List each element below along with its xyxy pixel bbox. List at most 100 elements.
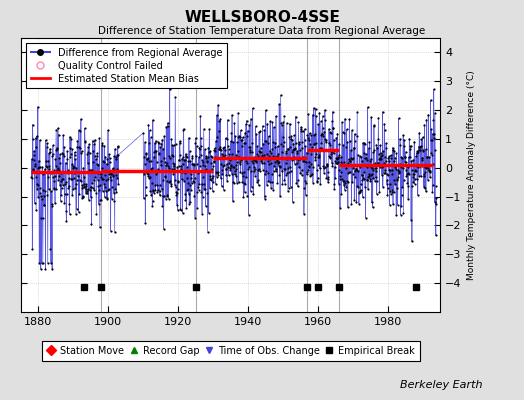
Point (86, 187, 94, 193)
Point (94, 161, 102, 168)
Point (77, 116, 85, 122)
Point (192, 168, 200, 175)
Point (406, 146, 414, 152)
Point (340, 178, 348, 184)
Point (421, 146, 430, 153)
Point (88, 180, 96, 186)
Point (356, 153, 364, 159)
Point (286, 184, 294, 190)
Point (369, 175, 378, 182)
Point (429, 117, 438, 123)
Point (235, 132, 243, 139)
Point (242, 174, 250, 180)
Point (155, 182, 163, 188)
Point (181, 157, 189, 163)
Point (68, 192, 77, 198)
Point (243, 192, 252, 199)
Point (73, 168, 82, 175)
Point (376, 155, 384, 161)
Point (56, 182, 64, 189)
Point (252, 159, 260, 165)
Point (31, 161, 39, 168)
Point (61, 169, 69, 176)
Point (192, 153, 200, 160)
Point (359, 140, 368, 146)
Point (353, 182, 362, 189)
Point (172, 190, 181, 196)
Point (378, 108, 387, 115)
Point (428, 152, 436, 159)
Point (57, 170, 66, 176)
Point (144, 155, 152, 161)
Point (202, 157, 211, 164)
Point (266, 118, 275, 124)
Point (159, 192, 167, 199)
Point (278, 143, 287, 149)
Point (289, 156, 297, 162)
Point (312, 113, 320, 120)
Point (178, 169, 187, 175)
Point (350, 144, 358, 151)
Point (82, 186, 90, 192)
Point (209, 172, 217, 179)
Point (170, 182, 179, 188)
Point (114, 152, 123, 158)
Point (68, 146, 77, 152)
Point (232, 172, 241, 179)
Point (301, 143, 310, 150)
Point (205, 149, 213, 155)
Point (104, 187, 113, 193)
Point (430, 135, 438, 142)
Point (320, 164, 329, 170)
Point (406, 154, 414, 160)
Point (388, 144, 397, 151)
Point (237, 143, 246, 149)
Point (246, 144, 254, 150)
Point (312, 151, 320, 157)
Point (271, 144, 280, 150)
Point (419, 146, 427, 153)
Point (269, 168, 278, 174)
Point (310, 141, 319, 148)
Point (159, 146, 167, 152)
Point (358, 157, 366, 164)
Point (296, 147, 304, 153)
Point (315, 165, 324, 171)
Point (194, 186, 203, 193)
Point (377, 155, 385, 162)
Point (329, 125, 337, 131)
Point (374, 136, 383, 142)
Point (253, 143, 261, 150)
Point (59, 132, 68, 138)
Point (243, 118, 251, 124)
Point (313, 179, 322, 185)
Point (291, 154, 299, 161)
Point (232, 166, 240, 172)
Point (204, 154, 212, 160)
Point (403, 170, 411, 177)
Point (397, 154, 406, 160)
Point (416, 147, 424, 153)
Point (413, 176, 421, 182)
Point (181, 197, 190, 204)
Point (335, 152, 344, 158)
Point (405, 171, 413, 177)
Point (75, 176, 84, 183)
Point (375, 156, 383, 162)
Point (410, 180, 419, 187)
Point (108, 184, 116, 190)
Point (96, 224, 104, 230)
Point (222, 135, 230, 141)
Point (166, 155, 174, 161)
Point (151, 148, 159, 154)
Point (28, 156, 36, 162)
Point (395, 168, 403, 175)
Point (259, 166, 267, 173)
Point (423, 154, 431, 160)
Point (39, 215, 47, 221)
Point (195, 181, 203, 187)
Point (432, 232, 440, 238)
Point (78, 148, 86, 154)
Point (368, 204, 377, 210)
Point (75, 191, 83, 197)
